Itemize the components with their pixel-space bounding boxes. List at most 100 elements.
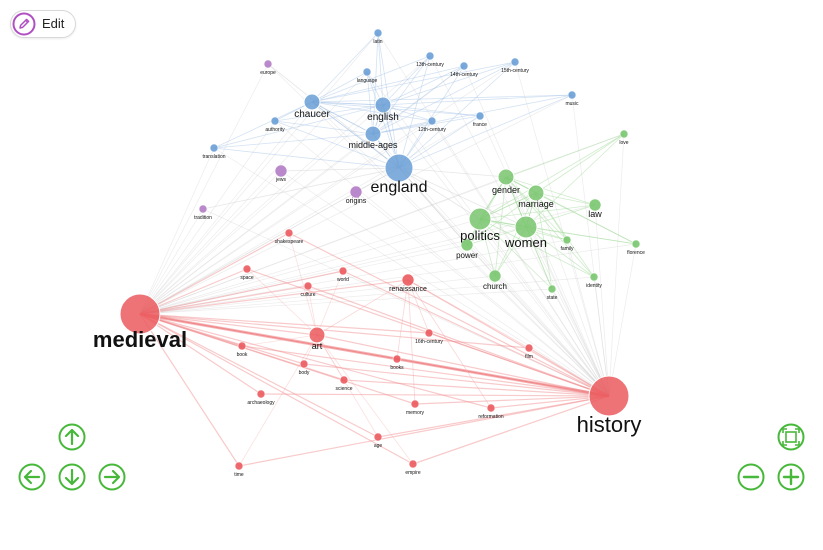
node-label-empire: empire xyxy=(405,470,421,476)
node-europe[interactable] xyxy=(263,59,273,69)
node-art[interactable] xyxy=(308,326,326,344)
node-empire[interactable] xyxy=(408,459,418,469)
node-16th-century[interactable] xyxy=(424,328,434,338)
node-music[interactable] xyxy=(567,90,577,100)
graph-edge xyxy=(535,192,596,206)
node-books[interactable] xyxy=(392,354,402,364)
graph-edge xyxy=(479,218,553,290)
graph-edge xyxy=(139,313,414,465)
node-chaucer[interactable] xyxy=(303,93,321,111)
node-latin[interactable] xyxy=(373,28,383,38)
node-love[interactable] xyxy=(619,129,629,139)
node-england[interactable] xyxy=(384,153,414,183)
graph-edge xyxy=(139,313,430,334)
node-12th-century[interactable] xyxy=(427,116,437,126)
fit-view-button[interactable] xyxy=(777,423,805,451)
node-body[interactable] xyxy=(299,359,309,369)
node-france[interactable] xyxy=(475,111,485,121)
node-age[interactable] xyxy=(373,432,383,442)
arrow-up-icon xyxy=(58,423,86,451)
graph-edge xyxy=(139,279,409,315)
fit-screen-icon xyxy=(777,423,805,451)
node-label-jews: jews xyxy=(275,177,287,183)
node-world[interactable] xyxy=(338,266,348,276)
node-time[interactable] xyxy=(234,461,244,471)
node-book[interactable] xyxy=(237,341,247,351)
node-translation[interactable] xyxy=(209,143,219,153)
node-women[interactable] xyxy=(514,215,538,239)
graph-edge xyxy=(311,101,610,397)
node-english[interactable] xyxy=(374,96,392,114)
graph-edge xyxy=(274,104,384,122)
graph-edge xyxy=(505,176,568,241)
node-identity[interactable] xyxy=(589,272,599,282)
node-middle-ages[interactable] xyxy=(364,125,382,143)
node-jews[interactable] xyxy=(274,164,288,178)
node-gender[interactable] xyxy=(497,168,515,186)
graph-edge xyxy=(407,279,416,405)
node-space[interactable] xyxy=(242,264,252,274)
node-authority[interactable] xyxy=(270,116,280,126)
node-science[interactable] xyxy=(339,375,349,385)
graph-edge xyxy=(398,94,573,169)
node-label-culture: culture xyxy=(300,292,315,298)
node-history[interactable] xyxy=(588,375,630,417)
node-power[interactable] xyxy=(460,238,474,252)
graph-edge xyxy=(407,279,492,409)
node-archaeology[interactable] xyxy=(256,389,266,399)
node-label-memory: memory xyxy=(406,410,425,416)
node-law[interactable] xyxy=(588,198,602,212)
graph-edge xyxy=(372,55,431,135)
zoom-out-button[interactable] xyxy=(737,463,765,491)
pan-left-button[interactable] xyxy=(18,463,46,491)
graph-edge xyxy=(202,208,610,397)
graph-edge xyxy=(366,71,610,397)
node-tradition[interactable] xyxy=(198,204,208,214)
node-politics[interactable] xyxy=(468,207,492,231)
pan-up-button[interactable] xyxy=(58,423,86,451)
node-language[interactable] xyxy=(362,67,372,77)
graph-edge xyxy=(398,61,516,169)
node-florence[interactable] xyxy=(631,239,641,249)
node-culture[interactable] xyxy=(303,281,313,291)
graph-edge xyxy=(382,94,573,106)
graph-edge xyxy=(372,133,610,397)
pan-right-button[interactable] xyxy=(98,463,126,491)
node-state[interactable] xyxy=(547,284,557,294)
node-marriage[interactable] xyxy=(527,184,545,202)
node-15th-century[interactable] xyxy=(510,57,520,67)
node-memory[interactable] xyxy=(410,399,420,409)
node-label-shakespeare: shakespeare xyxy=(275,239,304,245)
node-label-english: english xyxy=(367,112,399,123)
node-13th-century[interactable] xyxy=(425,51,435,61)
node-reformation[interactable] xyxy=(486,403,496,413)
graph-edge xyxy=(525,204,596,228)
graph-edge xyxy=(372,94,573,135)
graph-edge xyxy=(494,176,507,277)
node-label-church: church xyxy=(483,282,507,291)
node-film[interactable] xyxy=(524,343,534,353)
node-shakespeare[interactable] xyxy=(284,228,294,238)
graph-edge xyxy=(505,176,595,278)
node-medieval[interactable] xyxy=(119,293,161,335)
edit-button[interactable]: Edit xyxy=(10,10,76,38)
node-renaissance[interactable] xyxy=(401,273,415,287)
graph-edge xyxy=(428,332,610,397)
graph-edge xyxy=(398,167,527,228)
node-church[interactable] xyxy=(488,269,502,283)
graph-edge xyxy=(202,167,400,210)
pan-down-button[interactable] xyxy=(58,463,86,491)
graph-edge xyxy=(267,63,610,397)
node-family[interactable] xyxy=(562,235,572,245)
node-label-world: world xyxy=(337,277,349,283)
node-layer xyxy=(119,28,641,471)
node-origins[interactable] xyxy=(349,185,363,199)
graph-edge xyxy=(139,133,625,315)
graph-edge xyxy=(608,133,625,397)
graph-edge xyxy=(316,279,409,336)
graph-edge xyxy=(241,345,610,397)
edge-layer xyxy=(139,32,637,467)
zoom-in-button[interactable] xyxy=(777,463,805,491)
node-14th-century[interactable] xyxy=(459,61,469,71)
